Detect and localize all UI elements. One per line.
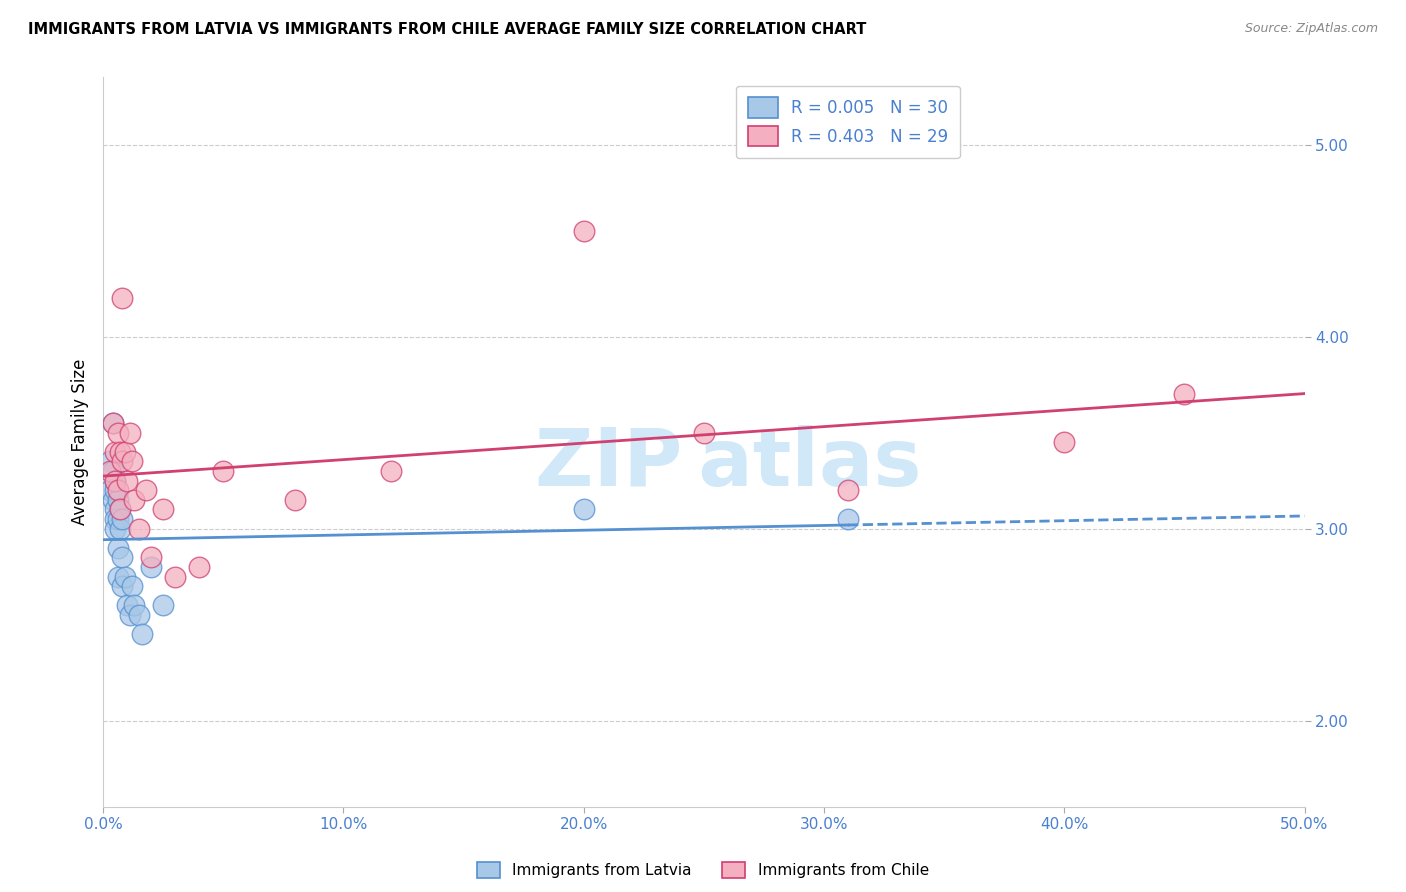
Point	[131, 627, 153, 641]
Point	[1053, 435, 1076, 450]
Point	[115, 474, 138, 488]
Point	[837, 483, 859, 498]
Point	[107, 569, 129, 583]
Point	[188, 560, 211, 574]
Point	[128, 522, 150, 536]
Point	[118, 607, 141, 622]
Point	[104, 474, 127, 488]
Point	[121, 579, 143, 593]
Point	[107, 483, 129, 498]
Text: IMMIGRANTS FROM LATVIA VS IMMIGRANTS FROM CHILE AVERAGE FAMILY SIZE CORRELATION : IMMIGRANTS FROM LATVIA VS IMMIGRANTS FRO…	[28, 22, 866, 37]
Point	[98, 464, 121, 478]
Point	[108, 445, 131, 459]
Point	[104, 474, 127, 488]
Legend: Immigrants from Latvia, Immigrants from Chile: Immigrants from Latvia, Immigrants from …	[471, 856, 935, 884]
Point	[107, 425, 129, 440]
Point	[107, 512, 129, 526]
Point	[165, 569, 187, 583]
Point	[104, 512, 127, 526]
Point	[111, 579, 134, 593]
Point	[115, 599, 138, 613]
Point	[108, 502, 131, 516]
Point	[128, 607, 150, 622]
Point	[104, 522, 127, 536]
Point	[572, 224, 595, 238]
Point	[98, 483, 121, 498]
Point	[98, 454, 121, 468]
Point	[693, 425, 716, 440]
Point	[108, 502, 131, 516]
Point	[104, 483, 127, 498]
Point	[284, 492, 307, 507]
Point	[118, 425, 141, 440]
Point	[135, 483, 157, 498]
Y-axis label: Average Family Size: Average Family Size	[72, 359, 89, 525]
Point	[107, 492, 129, 507]
Point	[101, 416, 124, 430]
Point	[104, 502, 127, 516]
Point	[1173, 387, 1195, 401]
Point	[380, 464, 402, 478]
Point	[212, 464, 235, 478]
Point	[101, 416, 124, 430]
Point	[124, 492, 146, 507]
Point	[114, 569, 136, 583]
Point	[101, 492, 124, 507]
Point	[114, 445, 136, 459]
Text: ZIP atlas: ZIP atlas	[534, 425, 921, 503]
Point	[107, 541, 129, 555]
Point	[108, 522, 131, 536]
Text: Source: ZipAtlas.com: Source: ZipAtlas.com	[1244, 22, 1378, 36]
Point	[124, 599, 146, 613]
Point	[101, 464, 124, 478]
Point	[141, 550, 163, 565]
Point	[152, 502, 174, 516]
Point	[104, 445, 127, 459]
Point	[111, 512, 134, 526]
Point	[152, 599, 174, 613]
Point	[111, 454, 134, 468]
Point	[837, 512, 859, 526]
Point	[121, 454, 143, 468]
Legend: R = 0.005   N = 30, R = 0.403   N = 29: R = 0.005 N = 30, R = 0.403 N = 29	[735, 86, 960, 158]
Point	[111, 291, 134, 305]
Point	[141, 560, 163, 574]
Point	[572, 502, 595, 516]
Point	[111, 550, 134, 565]
